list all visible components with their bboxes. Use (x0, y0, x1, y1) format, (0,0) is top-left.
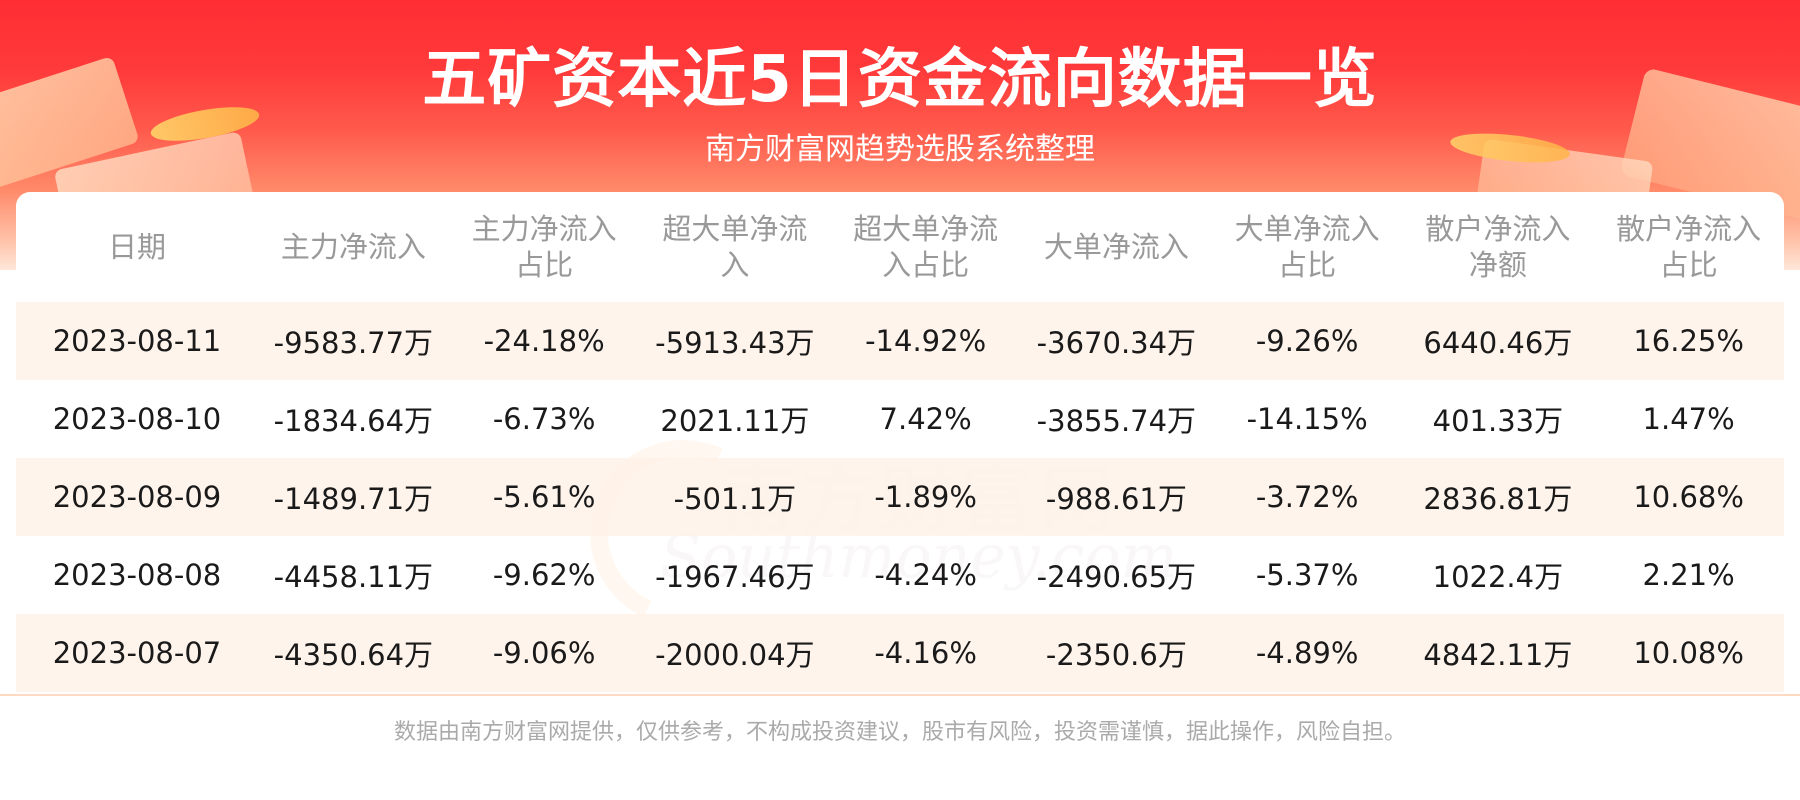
table-row: 2023-08-09 -1489.71万 -5.61% -501.1万 -1.8… (16, 458, 1784, 536)
table-cell: -9583.77万 (258, 302, 449, 380)
table-cell: -1967.46万 (639, 536, 831, 614)
page-subtitle: 南方财富网趋势选股系统整理 (705, 132, 1095, 167)
table-cell: -9.06% (448, 614, 640, 692)
table-cell: -2350.6万 (1021, 614, 1212, 692)
table-cell: -14.15% (1211, 380, 1403, 458)
table-cell: -4350.64万 (258, 614, 449, 692)
table-cell: -1.89% (830, 458, 1021, 536)
table-cell: -1489.71万 (258, 458, 449, 536)
table-cell: -2000.04万 (639, 614, 831, 692)
table-cell: 401.33万 (1402, 380, 1594, 458)
table-row: 2023-08-10 -1834.64万 -6.73% 2021.11万 7.4… (16, 380, 1784, 458)
table-cell: -3855.74万 (1021, 380, 1212, 458)
column-header-main-net-inflow-ratio: 主力净流入占比 (471, 212, 617, 282)
table-cell: -3670.34万 (1021, 302, 1212, 380)
table-cell: 2023-08-10 (16, 380, 258, 458)
table-header-row: 日期 主力净流入 主力净流入占比 超大单净流入 超大单净流入占比 大单净流入 大… (16, 192, 1784, 302)
column-header-retail-net-inflow-ratio: 散户净流入占比 (1616, 212, 1762, 282)
table-cell: -3.72% (1211, 458, 1403, 536)
table-cell: -9.62% (448, 536, 640, 614)
page-title: 五矿资本近5日资金流向数据一览 (422, 43, 1378, 117)
table-cell: 2.21% (1593, 536, 1784, 614)
table-cell: 4842.11万 (1402, 614, 1594, 692)
table-cell: -5.61% (448, 458, 640, 536)
table-cell: -4.24% (830, 536, 1021, 614)
table-row: 2023-08-11 -9583.77万 -24.18% -5913.43万 -… (16, 302, 1784, 380)
column-header-super-large-net-inflow-ratio: 超大单净流入占比 (853, 212, 999, 282)
table-cell: 2836.81万 (1402, 458, 1594, 536)
table-row: 2023-08-07 -4350.64万 -9.06% -2000.04万 -4… (16, 614, 1784, 692)
column-header-retail-net-inflow-amount: 散户净流入净额 (1425, 212, 1571, 282)
table-cell: -6.73% (448, 380, 640, 458)
disclaimer-text: 数据由南方财富网提供，仅供参考，不构成投资建议，股市有风险，投资需谨慎，据此操作… (393, 720, 1406, 745)
column-header-super-large-net-inflow: 超大单净流入 (662, 212, 808, 282)
column-header-date: 日期 (107, 230, 166, 264)
fund-flow-table: 日期 主力净流入 主力净流入占比 超大单净流入 超大单净流入占比 大单净流入 大… (16, 192, 1784, 692)
table-cell: 10.08% (1593, 614, 1784, 692)
table-cell: -24.18% (448, 302, 640, 380)
column-header-main-net-inflow: 主力净流入 (280, 230, 426, 264)
table-cell: 1022.4万 (1402, 536, 1594, 614)
column-header-large-net-inflow: 大单净流入 (1043, 230, 1189, 264)
table-cell: 6440.46万 (1402, 302, 1594, 380)
table-cell: -501.1万 (639, 458, 831, 536)
table-cell: -5.37% (1211, 536, 1403, 614)
table-cell: 7.42% (830, 380, 1021, 458)
table-row: 2023-08-08 -4458.11万 -9.62% -1967.46万 -4… (16, 536, 1784, 614)
table-cell: 10.68% (1593, 458, 1784, 536)
table-cell: -4.16% (830, 614, 1021, 692)
table-cell: 2023-08-08 (16, 536, 258, 614)
table-cell: 2023-08-07 (16, 614, 258, 692)
table-cell: 2023-08-09 (16, 458, 258, 536)
table-cell: -5913.43万 (639, 302, 831, 380)
table-cell: -9.26% (1211, 302, 1403, 380)
table-cell: -4.89% (1211, 614, 1403, 692)
table-cell: -2490.65万 (1021, 536, 1212, 614)
column-header-large-net-inflow-ratio: 大单净流入占比 (1234, 212, 1380, 282)
table-cell: 2023-08-11 (16, 302, 258, 380)
table-cell: 16.25% (1593, 302, 1784, 380)
table-cell: -1834.64万 (258, 380, 449, 458)
table-cell: -988.61万 (1021, 458, 1212, 536)
footer-divider (0, 694, 1800, 696)
table-cell: 2021.11万 (639, 380, 831, 458)
table-cell: -14.92% (830, 302, 1021, 380)
table-cell: -4458.11万 (258, 536, 449, 614)
table-cell: 1.47% (1593, 380, 1784, 458)
